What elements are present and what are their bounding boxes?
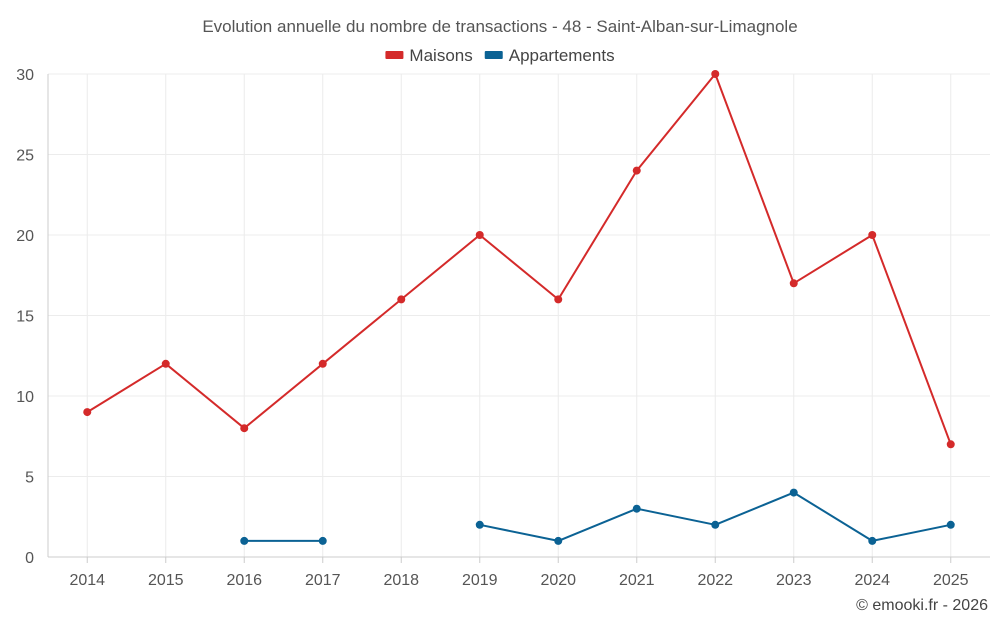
data-point-appartements[interactable]: Appartements 2024: 1 [868, 536, 877, 545]
data-point-maisons[interactable]: Maisons 2018: 16 [397, 295, 406, 304]
legend-label-appartements: Appartements [509, 46, 615, 65]
data-point-maisons[interactable]: Maisons 2014: 9 [83, 408, 92, 417]
data-point-maisons[interactable]: Maisons 2015: 12 [161, 359, 170, 368]
x-tick-label: 2015 [148, 572, 184, 589]
legend-item-maisons[interactable]: Maisons [385, 46, 473, 65]
data-point-appartements[interactable]: Appartements 2017: 1 [318, 536, 327, 545]
data-point-appartements[interactable]: Appartements 2022: 2 [711, 520, 720, 529]
y-tick-label: 25 [16, 148, 34, 165]
legend-swatch-maisons [385, 51, 404, 59]
y-tick-label: 30 [16, 67, 34, 84]
data-point-maisons[interactable]: Maisons 2024: 20 [868, 231, 877, 239]
legend-item-appartements[interactable]: Appartements [484, 46, 615, 65]
data-point-maisons[interactable]: Maisons 2021: 24 [632, 166, 641, 175]
data-point-appartements[interactable]: Appartements 2019: 2 [475, 520, 484, 529]
data-point-appartements[interactable]: Appartements 2023: 4 [789, 488, 798, 497]
data-point-maisons[interactable]: Maisons 2019: 20 [475, 231, 484, 239]
data-point-maisons[interactable]: Maisons 2017: 12 [318, 359, 327, 368]
y-tick-label: 15 [16, 309, 34, 326]
x-tick-label: 2014 [69, 572, 105, 589]
copyright-footer: © emooki.fr - 2026 [856, 597, 988, 614]
data-point-appartements[interactable]: Appartements 2016: 1 [240, 536, 249, 545]
legend[interactable]: Maisons Appartements [385, 46, 615, 65]
y-tick-label: 0 [25, 550, 34, 567]
data-point-maisons[interactable]: Maisons 2016: 8 [240, 424, 249, 433]
chart-title: Evolution annuelle du nombre de transact… [202, 17, 797, 36]
legend-swatch-appartements [484, 51, 503, 59]
y-tick-label: 20 [16, 228, 34, 245]
data-point-appartements[interactable]: Appartements 2025: 2 [946, 520, 955, 529]
series-line-maisons [86, 73, 952, 445]
grid [48, 73, 990, 557]
x-tick-label: 2025 [933, 572, 969, 589]
x-tick-label: 2021 [619, 572, 655, 589]
x-tick-label: 2024 [854, 572, 890, 589]
legend-label-maisons: Maisons [409, 46, 472, 65]
data-point-maisons[interactable]: Maisons 2025: 7 [946, 440, 955, 449]
y-tick-label: 10 [16, 389, 34, 406]
x-tick-label: 2018 [383, 572, 419, 589]
series-layer: Maisons 2014: 9 Maisons 2015: 12 Maisons 2… [83, 70, 955, 545]
data-point-maisons[interactable]: Maisons 2023: 17 [789, 279, 798, 288]
x-tick-label: 2019 [462, 572, 498, 589]
data-point-appartements[interactable]: Appartements 2021: 3 [632, 504, 641, 513]
data-point-maisons[interactable]: Maisons 2022: 30 [711, 70, 720, 78]
x-tick-label: 2016 [226, 572, 262, 589]
x-tick-label: 2022 [697, 572, 733, 589]
data-point-appartements[interactable]: Appartements 2020: 1 [554, 536, 563, 545]
x-tick-label: 2020 [540, 572, 576, 589]
x-tick-label: 2023 [776, 572, 812, 589]
x-tick-label: 2017 [305, 572, 341, 589]
y-tick-label: 5 [25, 470, 34, 487]
data-point-maisons[interactable]: Maisons 2020: 16 [554, 295, 563, 304]
